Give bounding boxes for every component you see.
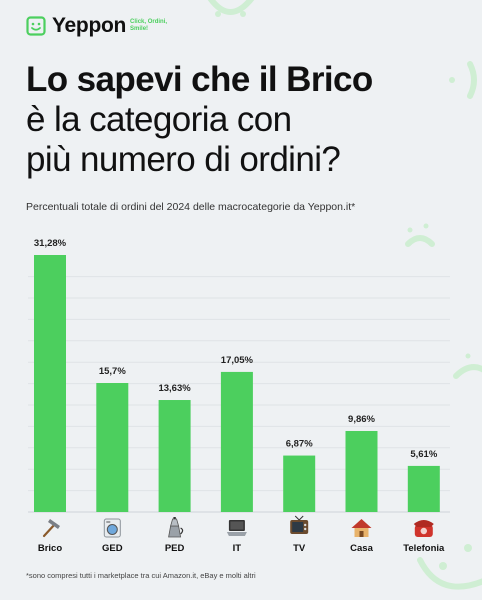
category-label: GED — [102, 543, 123, 554]
data-label: 15,7% — [99, 366, 126, 377]
bar-casa — [345, 430, 378, 512]
bar-it — [220, 371, 253, 512]
category-label: TV — [293, 543, 306, 554]
headline-line-3: più numero di ordini? — [26, 140, 341, 179]
telephone-icon — [413, 520, 434, 537]
data-label: 5,61% — [410, 449, 437, 460]
yeppon-logo-icon — [26, 16, 46, 36]
footnote: *sono compresi tutti i marketplace tra c… — [26, 571, 256, 580]
bar-telefonia — [407, 465, 440, 512]
brand-logo: Yeppon Click, Ordini, Smile! — [26, 14, 170, 38]
brand-tagline: Click, Ordini, Smile! — [130, 19, 168, 32]
category-label: Casa — [350, 543, 373, 554]
bar-brico — [34, 255, 66, 512]
tv-icon — [290, 515, 309, 534]
bar-ped — [158, 400, 191, 512]
chart-subtitle: Percentuali totale di ordini del 2024 de… — [26, 201, 356, 213]
headline-line-1: Lo sapevi che il Brico — [26, 60, 373, 99]
house-icon — [351, 519, 372, 537]
data-label: 31,28% — [34, 238, 67, 249]
category-label: Brico — [38, 543, 62, 554]
headline-line-2: è la categoria con — [26, 100, 292, 139]
data-label: 6,87% — [286, 439, 313, 450]
headline: Lo sapevi che il Brico è la categoria co… — [26, 60, 466, 180]
category-label: IT — [233, 543, 242, 554]
laptop-icon — [226, 520, 247, 536]
brand-name: Yeppon — [52, 14, 127, 37]
bar-ged — [96, 383, 129, 512]
hammer-icon — [42, 519, 60, 538]
data-label: 17,05% — [221, 355, 254, 366]
washing-machine-icon — [103, 518, 121, 538]
data-label: 13,63% — [158, 383, 191, 394]
category-label: Telefonia — [403, 543, 445, 554]
bar-tv — [283, 455, 316, 512]
data-label: 9,86% — [348, 414, 375, 425]
category-label: PED — [165, 543, 185, 554]
coffee-maker-icon — [168, 517, 184, 538]
